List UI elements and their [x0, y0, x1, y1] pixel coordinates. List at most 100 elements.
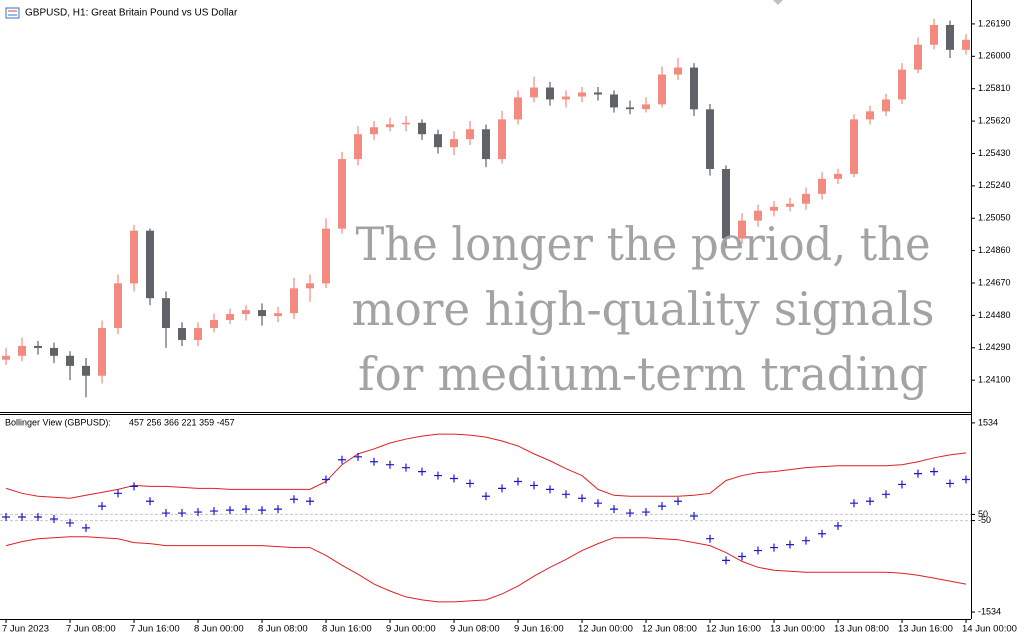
indicator-point: [146, 497, 154, 506]
shift-marker: [773, 0, 783, 5]
candle-body: [114, 283, 122, 329]
indicator-point: [98, 502, 106, 511]
candle-body: [306, 283, 314, 289]
indicator-point: [18, 513, 26, 521]
indicator-point: [242, 505, 250, 514]
indicator-point: [130, 482, 138, 491]
candle-body: [450, 139, 458, 148]
indicator-point: [962, 475, 970, 484]
candle-body: [98, 328, 106, 376]
indicator-point: [866, 497, 874, 506]
chart-title: GBPUSD, H1: Great Britain Pound vs US Do…: [25, 8, 238, 19]
indicator-point: [290, 495, 298, 504]
candle-body: [786, 203, 794, 207]
y-tick-label: 1.25620: [978, 115, 1011, 125]
candle-body: [498, 119, 506, 160]
candle-body: [130, 230, 138, 284]
candle-body: [146, 230, 154, 299]
indicator-point: [50, 514, 58, 523]
candle-body: [274, 313, 282, 317]
candle-body: [18, 345, 26, 356]
candle-body: [962, 39, 970, 50]
x-tick-label: 14 Jun 00:00: [962, 624, 1017, 635]
indicator-point: [546, 485, 554, 494]
indicator-point: [482, 492, 490, 501]
indicator-point: [834, 521, 842, 530]
candle-body: [546, 87, 554, 100]
band-line: [5, 433, 967, 499]
indicator-point: [258, 506, 266, 515]
indicator-point: [466, 479, 474, 488]
indicator-point: [674, 497, 682, 506]
y-tick-label: 50: [978, 509, 988, 519]
indicator-point: [434, 471, 442, 480]
y-tick-label: 1.24480: [978, 310, 1011, 320]
indicator-point: [898, 480, 906, 489]
x-tick-label: 7 Jun 2023: [2, 624, 49, 635]
candle-body: [418, 122, 426, 135]
indicator-point: [194, 508, 202, 517]
candle-body: [642, 104, 650, 110]
indicator-point: [642, 508, 650, 517]
y-tick-label: 1.25240: [978, 180, 1011, 190]
indicator-point: [162, 509, 170, 518]
indicator-point: [2, 513, 10, 521]
indicator-point: [626, 509, 634, 518]
x-tick-label: 13 Jun 00:00: [770, 624, 825, 635]
candle-body: [722, 168, 730, 239]
candle-body: [914, 44, 922, 70]
candle-body: [738, 220, 746, 239]
y-tick-label: 1.25050: [978, 213, 1011, 223]
indicator-point: [802, 536, 810, 545]
y-tick-label: -1534: [978, 606, 1001, 616]
candle-body: [514, 97, 522, 120]
indicator-point: [450, 474, 458, 483]
indicator-point: [34, 513, 42, 521]
overlay-text: for medium-term trading: [358, 347, 928, 401]
candle-body: [290, 288, 298, 314]
candle-body: [226, 314, 234, 320]
candle-body: [354, 134, 362, 160]
candle-body: [82, 365, 90, 376]
indicator-point: [738, 552, 746, 561]
indicator-point: [306, 497, 314, 506]
x-tick-label: 7 Jun 08:00: [66, 624, 116, 635]
candle-body: [898, 69, 906, 100]
candle-body: [802, 193, 810, 204]
indicator-point: [418, 467, 426, 476]
indicator-point: [498, 484, 506, 493]
indicator-point: [322, 475, 330, 484]
candle-body: [562, 96, 570, 100]
candle-body: [626, 107, 634, 110]
indicator-title: Bollinger View (GBPUSD):: [5, 417, 111, 427]
overlay-text: more high-quality signals: [352, 282, 935, 336]
candle-body: [754, 210, 762, 221]
candle-body: [370, 127, 378, 135]
candle-body: [930, 24, 938, 45]
indicator-point: [850, 499, 858, 508]
x-tick-label: 12 Jun 00:00: [578, 624, 633, 635]
candle-body: [434, 134, 442, 148]
candle-body: [322, 228, 330, 284]
y-tick-label: 1534: [978, 417, 998, 427]
candle-body: [594, 92, 602, 95]
candle-body: [770, 206, 778, 211]
indicator-point: [274, 505, 282, 514]
candle-body: [402, 122, 410, 125]
candle-body: [866, 111, 874, 120]
y-tick-label: 1.24670: [978, 277, 1011, 287]
indicator-point: [882, 490, 890, 499]
candle-body: [850, 119, 858, 174]
candle-body: [34, 345, 42, 348]
candle-body: [658, 74, 666, 105]
candle-body: [66, 355, 74, 366]
x-tick-label: 7 Jun 16:00: [130, 624, 180, 635]
y-tick-label: 1.24100: [978, 375, 1011, 385]
symbol-icon: [5, 7, 20, 19]
indicator-values: 457 256 366 221 359 -457: [129, 417, 235, 427]
candle-body: [834, 173, 842, 179]
indicator-point: [594, 499, 602, 508]
candle-body: [178, 328, 186, 340]
candle-body: [210, 320, 218, 329]
